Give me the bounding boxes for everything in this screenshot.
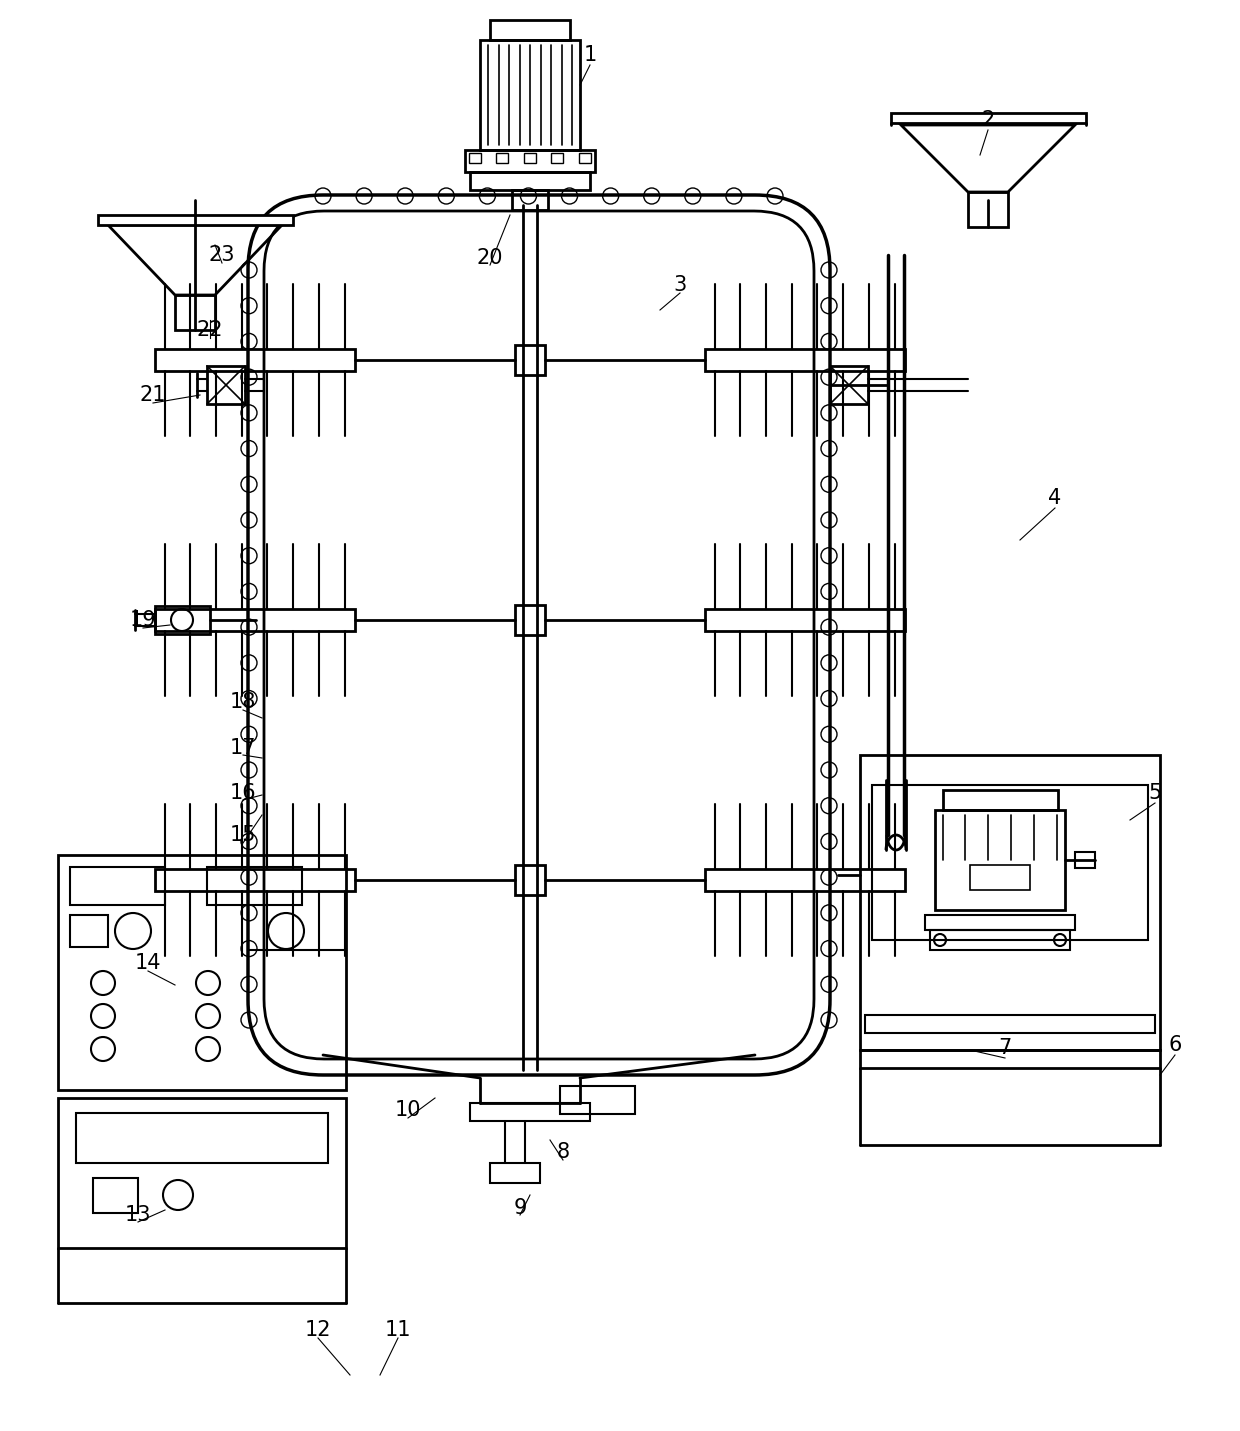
Bar xyxy=(515,864,546,894)
Bar xyxy=(469,153,481,163)
Bar xyxy=(970,864,1030,890)
Bar xyxy=(866,1015,1154,1033)
Bar xyxy=(69,867,165,904)
Bar xyxy=(490,1163,539,1183)
Text: 6: 6 xyxy=(1168,1035,1182,1055)
Bar xyxy=(861,756,1159,1050)
Text: 5: 5 xyxy=(1148,783,1162,803)
Text: 12: 12 xyxy=(305,1319,331,1339)
Bar xyxy=(968,192,1008,228)
Bar xyxy=(155,605,210,634)
Bar xyxy=(155,869,355,892)
Bar xyxy=(706,869,905,892)
Bar xyxy=(155,610,355,631)
Bar xyxy=(706,349,905,371)
Bar xyxy=(490,20,570,40)
Text: 16: 16 xyxy=(229,783,257,803)
Bar xyxy=(465,150,595,172)
Bar xyxy=(470,1103,590,1120)
Text: 19: 19 xyxy=(130,610,156,630)
Bar xyxy=(861,1050,1159,1068)
Text: 3: 3 xyxy=(673,275,687,295)
Bar xyxy=(76,1113,329,1163)
Bar xyxy=(58,854,346,1090)
Bar xyxy=(480,40,580,150)
Text: 1: 1 xyxy=(583,44,596,64)
Bar xyxy=(207,366,246,404)
Bar xyxy=(892,113,1086,123)
Text: 9: 9 xyxy=(513,1198,527,1218)
Bar xyxy=(175,295,215,331)
Bar xyxy=(515,345,546,375)
Text: 20: 20 xyxy=(476,248,503,268)
Text: 7: 7 xyxy=(998,1037,1012,1058)
Text: 4: 4 xyxy=(1048,488,1061,508)
Bar xyxy=(515,605,546,635)
Bar xyxy=(925,914,1075,930)
Bar xyxy=(830,366,868,404)
Bar xyxy=(872,786,1148,940)
Text: 23: 23 xyxy=(208,245,236,265)
Text: 11: 11 xyxy=(384,1319,412,1339)
Bar xyxy=(1075,851,1095,869)
Text: 10: 10 xyxy=(394,1100,422,1120)
Text: 2: 2 xyxy=(981,110,994,130)
Bar xyxy=(470,172,590,190)
Bar xyxy=(579,153,591,163)
Text: 18: 18 xyxy=(229,693,257,713)
Text: 14: 14 xyxy=(135,953,161,973)
Bar xyxy=(935,810,1065,910)
Bar xyxy=(496,153,508,163)
Text: 13: 13 xyxy=(125,1205,151,1225)
Bar xyxy=(560,1086,635,1113)
Bar xyxy=(93,1178,138,1213)
Bar xyxy=(551,153,563,163)
Bar xyxy=(930,930,1070,950)
Bar xyxy=(207,867,303,904)
Text: 22: 22 xyxy=(197,321,223,341)
Text: 21: 21 xyxy=(140,385,166,405)
Bar xyxy=(155,349,355,371)
Bar xyxy=(69,914,108,947)
Bar xyxy=(525,153,536,163)
Bar xyxy=(512,190,548,210)
Text: 17: 17 xyxy=(229,738,257,758)
Bar xyxy=(942,790,1058,810)
Text: 8: 8 xyxy=(557,1142,569,1162)
Bar xyxy=(98,215,293,225)
Text: 15: 15 xyxy=(229,826,257,844)
Bar xyxy=(706,610,905,631)
Bar xyxy=(58,1098,346,1248)
